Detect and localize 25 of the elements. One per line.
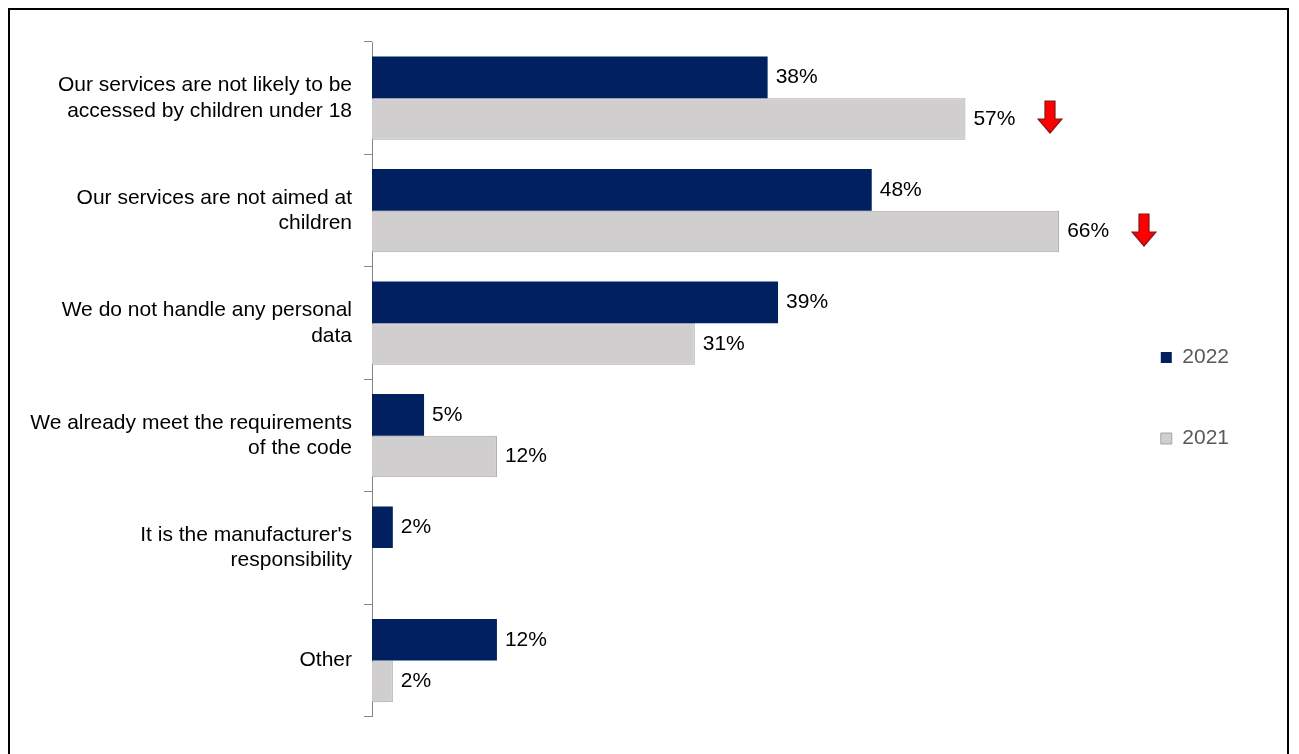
- data-label: 12%: [504, 443, 547, 467]
- y-tick-label: Our services are not likely to be accessed by children under 18: [57, 72, 352, 121]
- data-label: 5%: [432, 401, 463, 425]
- data-label: 12%: [504, 626, 547, 650]
- bar: [372, 56, 768, 99]
- data-label: 2%: [400, 514, 432, 538]
- data-label: 66%: [1067, 218, 1110, 242]
- bar: [372, 506, 393, 549]
- data-label: 39%: [786, 289, 829, 313]
- y-tick-label: Other: [299, 647, 352, 671]
- data-label: 38%: [775, 64, 818, 88]
- bar: [372, 169, 872, 211]
- data-label: 57%: [973, 105, 1016, 129]
- legend-label: 2021: [1182, 425, 1229, 449]
- y-tick-label: We already meet the requirements of the code: [30, 409, 352, 459]
- bar: [372, 281, 779, 324]
- data-label: 31%: [702, 330, 745, 354]
- y-tick-label: It is the manufacturer's responsibility: [140, 522, 353, 571]
- data-label: 2%: [400, 668, 432, 692]
- bar: [372, 394, 425, 436]
- y-tick-label: We do not handle any personal data: [61, 297, 353, 346]
- legend-label: 2022: [1182, 344, 1229, 368]
- y-tick-label: Our services are not aimed at children: [76, 184, 353, 234]
- bar: [372, 618, 497, 661]
- data-label: 48%: [879, 176, 922, 200]
